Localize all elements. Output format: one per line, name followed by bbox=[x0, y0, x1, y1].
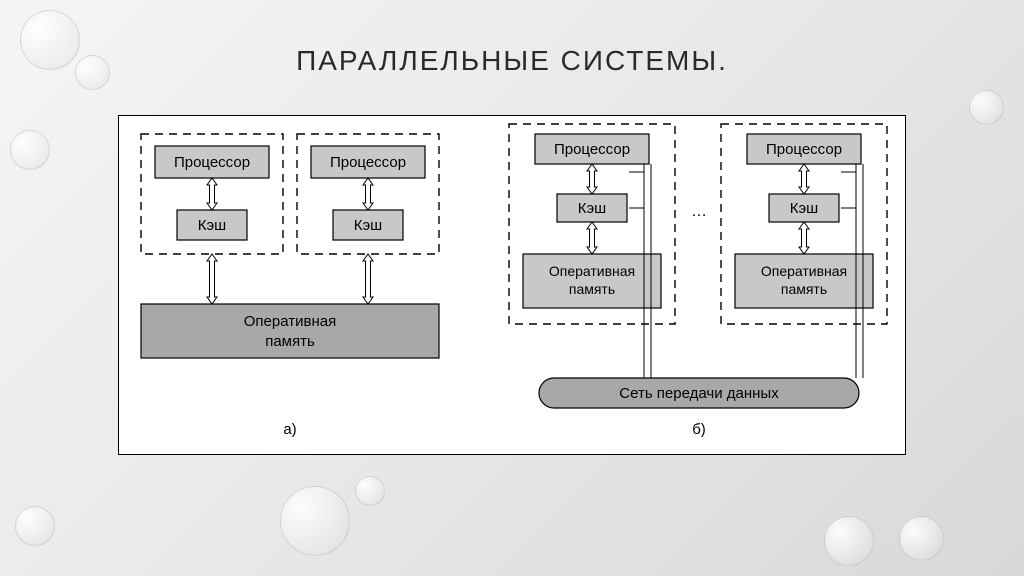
svg-text:Оперативная: Оперативная bbox=[549, 263, 635, 279]
svg-text:Сеть передачи данных: Сеть передачи данных bbox=[619, 385, 779, 402]
svg-text:Процессор: Процессор bbox=[554, 141, 630, 158]
decor-bubble bbox=[280, 486, 350, 556]
svg-text:память: память bbox=[265, 333, 315, 350]
decor-bubble bbox=[969, 90, 1004, 125]
svg-text:Кэш: Кэш bbox=[790, 200, 818, 217]
diagram-frame: Процессор Процессор Кэш Кэш Оперативная памят… bbox=[118, 115, 906, 455]
diagram-svg: Процессор Процессор Кэш Кэш Оперативная памят… bbox=[119, 116, 907, 456]
svg-text:Оперативная: Оперативная bbox=[761, 263, 847, 279]
svg-text:б): б) bbox=[692, 421, 706, 438]
decor-bubble bbox=[355, 476, 385, 506]
decor-bubble bbox=[899, 516, 944, 561]
svg-text:а): а) bbox=[283, 421, 296, 438]
decor-bubble bbox=[20, 10, 80, 70]
svg-text:Процессор: Процессор bbox=[330, 154, 406, 171]
svg-text:Процессор: Процессор bbox=[766, 141, 842, 158]
decor-bubble bbox=[824, 516, 874, 566]
svg-text:Процессор: Процессор bbox=[174, 154, 250, 171]
decor-bubble bbox=[10, 130, 50, 170]
svg-text:память: память bbox=[781, 281, 827, 297]
svg-text:память: память bbox=[569, 281, 615, 297]
svg-text:Оперативная: Оперативная bbox=[244, 313, 336, 330]
svg-text:Кэш: Кэш bbox=[354, 217, 382, 234]
svg-text:…: … bbox=[691, 203, 707, 220]
svg-text:Кэш: Кэш bbox=[198, 217, 226, 234]
page-title: ПАРАЛЛЕЛЬНЫЕ СИСТЕМЫ. bbox=[0, 0, 1024, 77]
decor-bubble bbox=[75, 55, 110, 90]
svg-text:Кэш: Кэш bbox=[578, 200, 606, 217]
decor-bubble bbox=[15, 506, 55, 546]
